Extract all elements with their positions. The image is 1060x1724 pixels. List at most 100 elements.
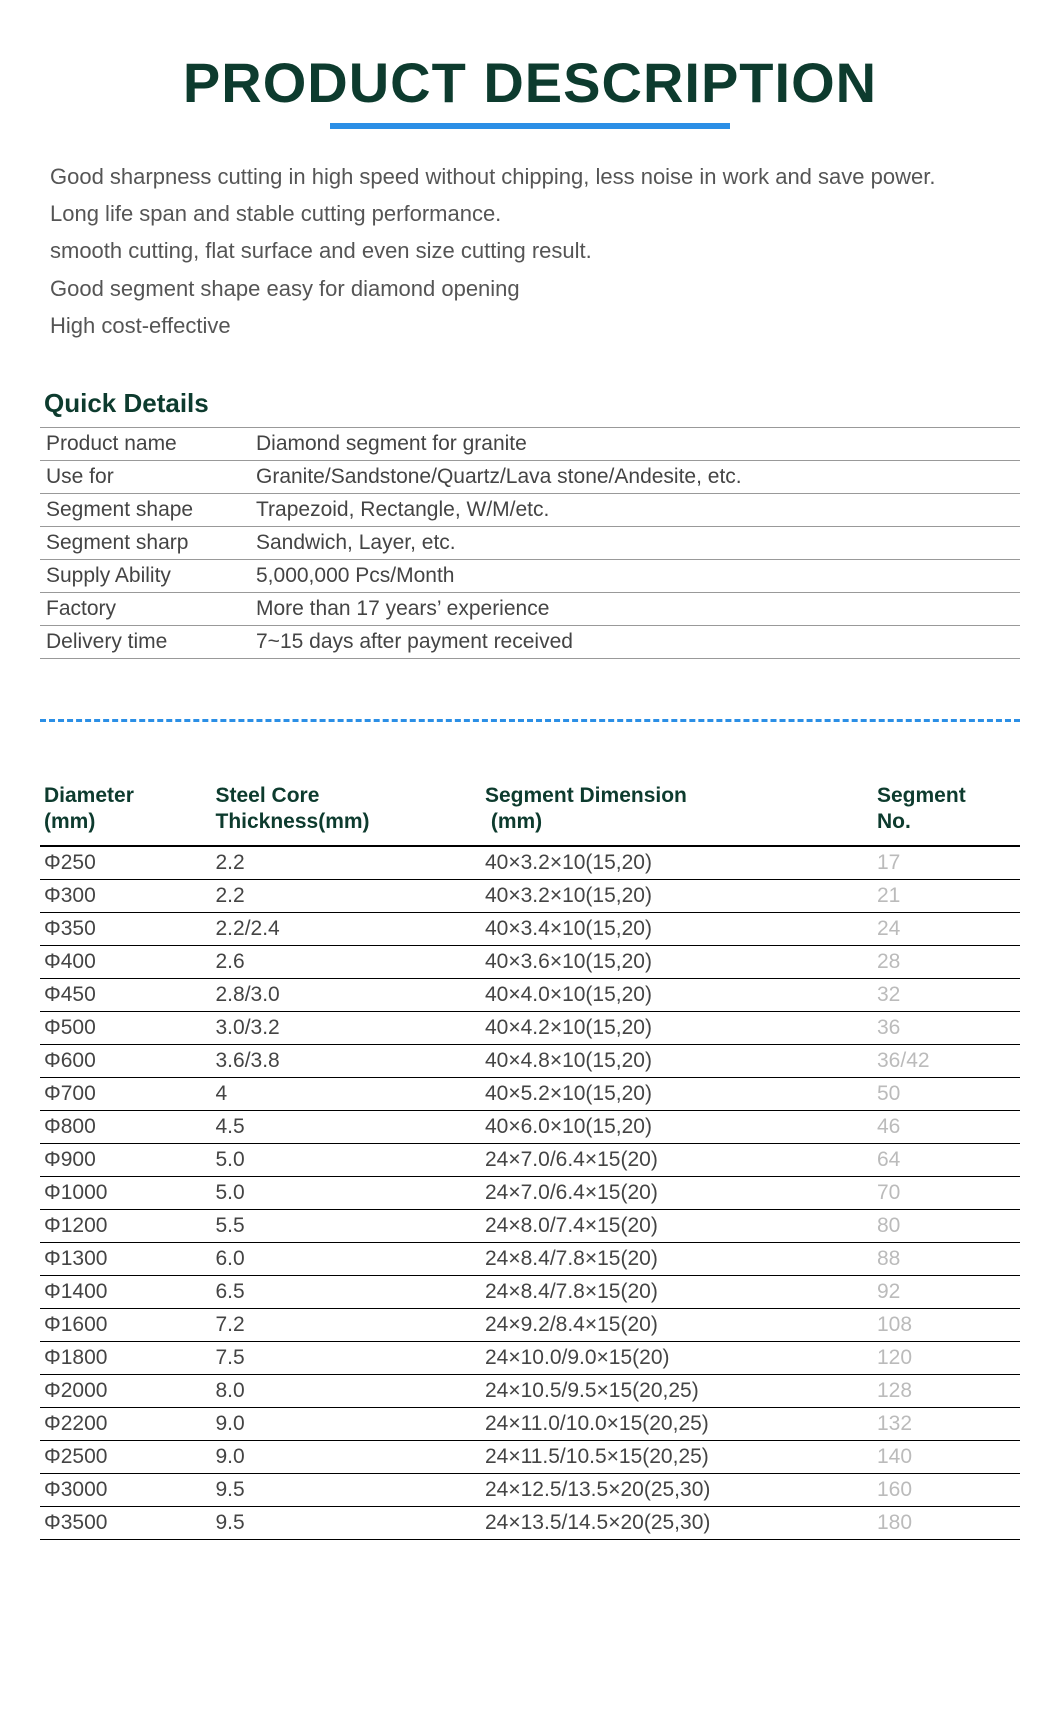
spec-row: Φ13006.024×8.4/7.8×15(20)88 [40,1243,1020,1276]
spec-cell-dimension: 40×3.2×10(15,20) [481,880,873,913]
description-line: Long life span and stable cutting perfor… [50,196,1020,231]
spec-cell-diameter: Φ500 [40,1012,212,1045]
spec-cell-core: 7.5 [212,1342,482,1375]
description-line: Good segment shape easy for diamond open… [50,271,1020,306]
spec-cell-dimension: 40×3.4×10(15,20) [481,913,873,946]
spec-cell-segmentno: 80 [873,1210,1020,1243]
spec-cell-segmentno: 180 [873,1507,1020,1540]
spec-table-head: Diameter(mm) Steel CoreThickness(mm) Seg… [40,777,1020,847]
spec-row: Φ4502.8/3.040×4.0×10(15,20)32 [40,979,1020,1012]
spec-cell-core: 2.8/3.0 [212,979,482,1012]
spec-row: Φ6003.6/3.840×4.8×10(15,20)36/42 [40,1045,1020,1078]
spec-cell-diameter: Φ3000 [40,1474,212,1507]
quick-details-body: Product nameDiamond segment for graniteU… [40,427,1020,658]
spec-row: Φ12005.524×8.0/7.4×15(20)80 [40,1210,1020,1243]
quick-details-label: Use for [40,460,250,493]
spec-cell-segmentno: 64 [873,1144,1020,1177]
spec-cell-core: 2.6 [212,946,482,979]
quick-details-row: Segment shapeTrapezoid, Rectangle, W/M/e… [40,493,1020,526]
spec-row: Φ30009.524×12.5/13.5×20(25,30)160 [40,1474,1020,1507]
spec-cell-core: 2.2 [212,880,482,913]
spec-cell-diameter: Φ700 [40,1078,212,1111]
quick-details-label: Factory [40,592,250,625]
spec-cell-diameter: Φ1200 [40,1210,212,1243]
spec-cell-segmentno: 92 [873,1276,1020,1309]
spec-cell-diameter: Φ2200 [40,1408,212,1441]
spec-col-core: Steel CoreThickness(mm) [212,777,482,847]
spec-row: Φ35009.524×13.5/14.5×20(25,30)180 [40,1507,1020,1540]
spec-cell-dimension: 40×4.2×10(15,20) [481,1012,873,1045]
description-line: High cost-effective [50,308,1020,343]
spec-cell-diameter: Φ250 [40,846,212,880]
quick-details-heading: Quick Details [40,388,1020,419]
spec-cell-dimension: 40×6.0×10(15,20) [481,1111,873,1144]
spec-cell-core: 4 [212,1078,482,1111]
quick-details-row: Product nameDiamond segment for granite [40,427,1020,460]
spec-row: Φ3002.240×3.2×10(15,20)21 [40,880,1020,913]
spec-row: Φ3502.2/2.440×3.4×10(15,20)24 [40,913,1020,946]
spec-cell-segmentno: 28 [873,946,1020,979]
spec-row: Φ10005.024×7.0/6.4×15(20)70 [40,1177,1020,1210]
spec-cell-dimension: 24×8.4/7.8×15(20) [481,1243,873,1276]
spec-cell-segmentno: 36 [873,1012,1020,1045]
quick-details-label: Segment sharp [40,526,250,559]
spec-cell-diameter: Φ3500 [40,1507,212,1540]
spec-cell-segmentno: 17 [873,846,1020,880]
spec-cell-core: 9.0 [212,1408,482,1441]
quick-details-row: Use forGranite/Sandstone/Quartz/Lava sto… [40,460,1020,493]
spec-cell-core: 2.2/2.4 [212,913,482,946]
spec-cell-segmentno: 36/42 [873,1045,1020,1078]
spec-cell-segmentno: 46 [873,1111,1020,1144]
spec-cell-core: 5.5 [212,1210,482,1243]
spec-cell-segmentno: 24 [873,913,1020,946]
spec-row: Φ14006.524×8.4/7.8×15(20)92 [40,1276,1020,1309]
spec-cell-diameter: Φ400 [40,946,212,979]
spec-cell-segmentno: 50 [873,1078,1020,1111]
spec-cell-diameter: Φ2000 [40,1375,212,1408]
spec-row: Φ700440×5.2×10(15,20)50 [40,1078,1020,1111]
spec-cell-core: 9.0 [212,1441,482,1474]
spec-cell-core: 3.6/3.8 [212,1045,482,1078]
spec-table-body: Φ2502.240×3.2×10(15,20)17Φ3002.240×3.2×1… [40,846,1020,1540]
spec-cell-dimension: 24×8.0/7.4×15(20) [481,1210,873,1243]
quick-details-row: Delivery time7~15 days after payment rec… [40,625,1020,658]
quick-details-row: FactoryMore than 17 years’ experience [40,592,1020,625]
spec-cell-core: 6.5 [212,1276,482,1309]
title-underline [330,123,730,129]
spec-cell-segmentno: 140 [873,1441,1020,1474]
spec-cell-segmentno: 108 [873,1309,1020,1342]
spec-cell-diameter: Φ600 [40,1045,212,1078]
spec-cell-segmentno: 21 [873,880,1020,913]
spec-cell-core: 8.0 [212,1375,482,1408]
spec-row: Φ25009.024×11.5/10.5×15(20,25)140 [40,1441,1020,1474]
spec-cell-diameter: Φ350 [40,913,212,946]
spec-cell-diameter: Φ1800 [40,1342,212,1375]
spec-cell-diameter: Φ1400 [40,1276,212,1309]
quick-details-label: Delivery time [40,625,250,658]
quick-details-label: Product name [40,427,250,460]
spec-cell-dimension: 24×7.0/6.4×15(20) [481,1144,873,1177]
spec-cell-dimension: 24×8.4/7.8×15(20) [481,1276,873,1309]
quick-details-value: 7~15 days after payment received [250,625,1020,658]
section-divider [40,719,1020,722]
spec-cell-dimension: 24×9.2/8.4×15(20) [481,1309,873,1342]
spec-cell-dimension: 40×4.8×10(15,20) [481,1045,873,1078]
spec-cell-diameter: Φ800 [40,1111,212,1144]
spec-cell-core: 9.5 [212,1474,482,1507]
spec-cell-core: 5.0 [212,1144,482,1177]
spec-row: Φ8004.540×6.0×10(15,20)46 [40,1111,1020,1144]
spec-cell-diameter: Φ1000 [40,1177,212,1210]
spec-cell-dimension: 24×7.0/6.4×15(20) [481,1177,873,1210]
spec-table: Diameter(mm) Steel CoreThickness(mm) Seg… [40,777,1020,1541]
spec-cell-segmentno: 160 [873,1474,1020,1507]
quick-details-row: Segment sharpSandwich, Layer, etc. [40,526,1020,559]
quick-details-label: Segment shape [40,493,250,526]
quick-details-value: Sandwich, Layer, etc. [250,526,1020,559]
spec-cell-dimension: 24×11.5/10.5×15(20,25) [481,1441,873,1474]
spec-cell-core: 5.0 [212,1177,482,1210]
spec-cell-core: 6.0 [212,1243,482,1276]
spec-cell-core: 2.2 [212,846,482,880]
spec-cell-core: 3.0/3.2 [212,1012,482,1045]
description-list: Good sharpness cutting in high speed wit… [40,159,1020,343]
spec-cell-dimension: 24×13.5/14.5×20(25,30) [481,1507,873,1540]
